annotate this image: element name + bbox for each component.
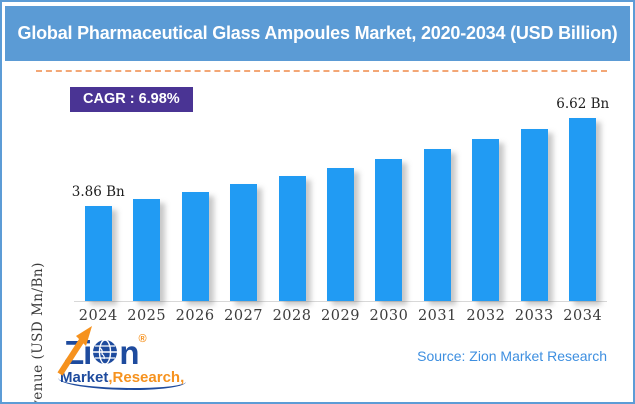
bar-2025 (133, 199, 161, 301)
y-axis-title: Revenue (USD Mn/Bn) (30, 262, 46, 404)
x-tick-2028: 2028 (272, 308, 312, 324)
bar-2030 (375, 159, 403, 301)
page-title: Global Pharmaceutical Glass Ampoules Mar… (17, 23, 618, 43)
bar-2024 (84, 206, 112, 301)
logo-text-n: n (119, 333, 139, 371)
bar-column-2033 (510, 129, 558, 301)
x-tick-2024: 2024 (78, 308, 118, 324)
bar-column-2028 (268, 176, 316, 301)
x-tick-2026: 2026 (175, 308, 215, 324)
bar-2032 (472, 139, 500, 301)
bar-column-2032 (462, 139, 510, 301)
x-tick-2029: 2029 (321, 308, 360, 324)
bar-column-2031 (413, 149, 461, 301)
plot-area: 3.86 Bn 6.62 Bn (72, 96, 609, 302)
bar-2033 (520, 129, 548, 301)
bar-value-label-2024: 3.86 Bn (71, 184, 125, 200)
x-tick-2027: 2027 (224, 308, 264, 324)
logo-comma: , (180, 368, 185, 386)
bar-column-2024: 3.86 Bn (72, 184, 125, 301)
zion-market-research-logo[interactable]: Zi n ® Market,Research, (57, 325, 198, 391)
x-tick-2031: 2031 (417, 308, 457, 324)
bar-column-2034: 6.62 Bn (556, 96, 609, 301)
cagr-badge-label: CAGR : 6.98% (83, 91, 180, 107)
x-tick-2032: 2032 (466, 308, 506, 324)
x-tick-2034: 2034 (563, 308, 603, 324)
logo-subtext: Market,Research, (58, 368, 187, 391)
bar-column-2030 (365, 159, 413, 301)
bar-value-label-2034: 6.62 Bn (556, 96, 610, 112)
footer: Zi n ® Market,Research, Source: Zion Mar… (57, 325, 607, 394)
bar-column-2027 (219, 184, 267, 301)
x-tick-2030: 2030 (369, 308, 409, 324)
logo-text-zi: Zi (64, 333, 92, 371)
cagr-badge: CAGR : 6.98% (70, 87, 193, 112)
x-tick-2033: 2033 (514, 308, 554, 324)
x-tick-2025: 2025 (127, 308, 167, 324)
logo-wordmark: Zi n ® (57, 325, 198, 376)
logo-text-market: Market (60, 368, 109, 386)
bar-column-2029 (316, 168, 364, 301)
bar-2031 (423, 149, 451, 301)
chart-title-banner: Global Pharmaceutical Glass Ampoules Mar… (5, 6, 630, 61)
bar-column-2026 (171, 192, 219, 301)
bar-2029 (326, 168, 354, 301)
x-axis-labels: 2024 2025 2026 2027 2028 2029 2030 2031 2032 2033… (74, 302, 607, 324)
dashed-divider (36, 70, 607, 72)
bar-2027 (230, 184, 258, 301)
logo-text-research: Research (112, 368, 181, 386)
bar-2034 (569, 118, 597, 301)
registered-trademark-icon: ® (138, 332, 147, 345)
bar-2026 (181, 192, 209, 301)
globe-icon (92, 339, 118, 365)
source-attribution[interactable]: Source: Zion Market Research (417, 348, 607, 364)
bar-2028 (278, 176, 306, 301)
bar-chart: Revenue (USD Mn/Bn) 3.86 Bn 6.62 Bn 2024 2… (2, 96, 633, 402)
logo-comma: , (108, 368, 113, 386)
bar-column-2025 (122, 199, 170, 301)
